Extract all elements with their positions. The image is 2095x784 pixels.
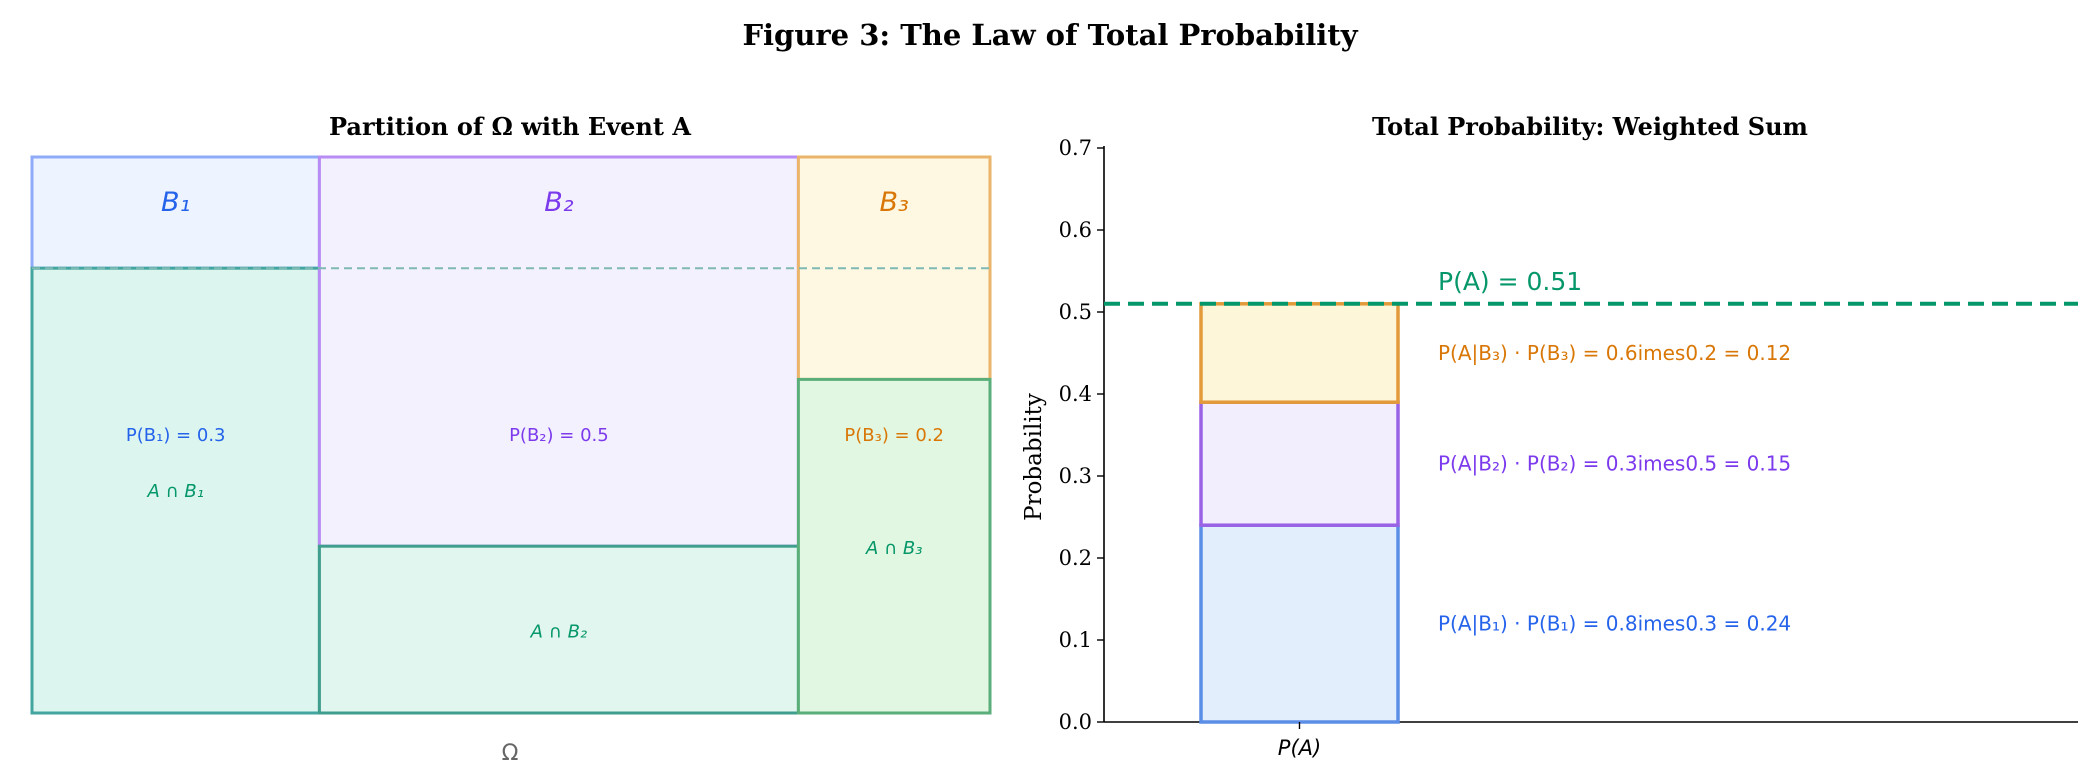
partition-b2-region <box>317 155 800 548</box>
partition-cells: B₁ P(B₁) = 0.3 A ∩ B₁ B₂ P(B₂) = 0.5 A ∩ B₂ B₃… <box>30 155 992 715</box>
partition-diagram: Partition of Ω with Event A B₁ P(B₁) = 0.… <box>30 112 992 766</box>
intersection-b3-label: A ∩ B₃ <box>865 538 923 559</box>
y-tick-label: 0.3 <box>1059 464 1092 488</box>
partition-b2-name: B₂ <box>544 187 574 218</box>
x-tick-label: P(A) <box>1278 736 1321 760</box>
y-tick-label: 0.2 <box>1059 546 1092 570</box>
intersection-a-b2 <box>317 544 800 715</box>
chart-title: Total Probability: Weighted Sum <box>1372 112 1808 141</box>
bar-plot: 0.0 0.1 0.2 0.3 0.4 0.5 0.6 0.7 P(A|B₁) · P(B₁) … <box>1059 136 2078 760</box>
partition-title: Partition of Ω with Event A <box>329 112 691 141</box>
y-tick-label: 0.4 <box>1059 382 1092 406</box>
bar-segment-b2 <box>1199 400 1400 527</box>
bar-segment-b3 <box>1199 302 1400 404</box>
y-tick-label: 0.6 <box>1059 218 1092 242</box>
segment-label-b1: P(A|B₁) · P(B₁) = 0.8imes0.3 = 0.24 <box>1438 612 1791 636</box>
segment-label-b2: P(A|B₂) · P(B₂) = 0.3imes0.5 = 0.15 <box>1438 452 1791 476</box>
total-probability-label: P(A) = 0.51 <box>1438 267 1582 296</box>
y-tick-label: 0.0 <box>1059 710 1092 734</box>
intersection-a-b3 <box>796 377 992 715</box>
weighted-sum-chart: Total Probability: Weighted Sum Probabil… <box>1021 112 2078 760</box>
segment-label-b3: P(A|B₃) · P(B₃) = 0.6imes0.2 = 0.12 <box>1438 341 1791 365</box>
intersection-b1-label: A ∩ B₁ <box>146 481 204 502</box>
partition-b1-name: B₁ <box>161 187 190 218</box>
partition-b1-region <box>30 155 321 270</box>
y-tick-label: 0.7 <box>1059 136 1092 160</box>
y-axis-label: Probability <box>1021 393 1047 521</box>
intersection-b2-label: A ∩ B₂ <box>530 622 588 643</box>
intersection-a-b1 <box>30 266 321 715</box>
y-tick-label: 0.1 <box>1059 628 1092 652</box>
y-tick-label: 0.5 <box>1059 300 1092 324</box>
omega-label: Ω <box>502 741 519 766</box>
figure-title: Figure 3: The Law of Total Probability <box>742 18 1358 52</box>
bar-segment-b1 <box>1199 523 1400 724</box>
partition-b1-prob: P(B₁) = 0.3 <box>126 425 226 446</box>
partition-b3-name: B₃ <box>880 187 909 218</box>
partition-b3-prob: P(B₃) = 0.2 <box>844 425 944 446</box>
partition-b2-prob: P(B₂) = 0.5 <box>509 425 609 446</box>
